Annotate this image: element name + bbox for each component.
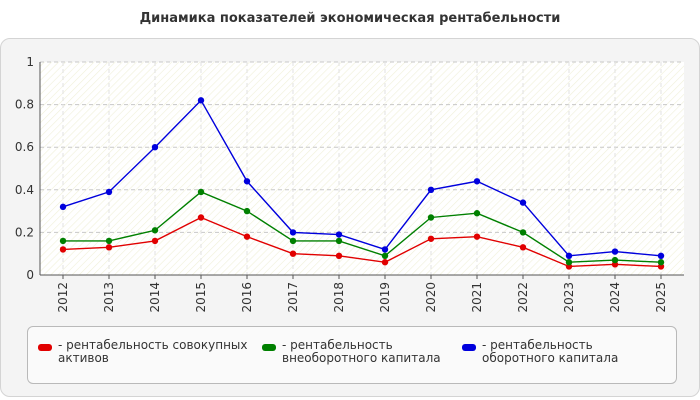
grid [40,61,684,275]
x-tick-label: 2017 [286,282,300,313]
data-point [335,252,343,260]
series-line [62,99,662,257]
data-point [473,233,481,240]
data-point [197,97,205,104]
data-point [105,237,113,245]
legend-swatch-working-capital [462,344,476,351]
legend-swatch-total-assets [38,344,52,351]
x-tick-label: 2016 [240,282,254,313]
data-point [289,250,297,257]
legend-label-noncurrent-capital: - рентабельность внеоборотного капитала [282,338,441,365]
tick-labels: 0 0.2 0.4 0.6 0.8 1 2012 2013 2014 2015 2016 2017 20… [15,55,668,313]
data-point [381,259,389,266]
data-point [427,214,435,221]
data-point [289,229,297,236]
data-point [657,252,665,260]
data-point [243,233,251,240]
series-layer [59,97,665,270]
data-point [657,259,665,266]
series-line [62,216,662,268]
series-0 [59,214,665,270]
data-point [473,178,481,185]
y-tick-label: 0.2 [15,225,34,239]
data-point [289,237,297,245]
chart-title: Динамика показателей экономическая рента… [139,11,561,26]
series-2 [59,97,665,260]
data-point [335,237,343,245]
x-tick-label: 2012 [56,282,70,313]
data-point [151,227,159,234]
y-tick-label: 1 [26,55,34,69]
x-tick-label: 2013 [102,282,116,313]
data-point [519,244,527,251]
legend-item-working-capital[interactable]: - рентабельность оборотного капитала [462,339,667,365]
data-point [381,246,389,253]
plot-hatch [40,62,684,275]
data-point [197,188,205,196]
data-point [611,256,619,264]
data-point [335,231,343,238]
data-point [59,246,67,253]
data-point [565,259,573,266]
y-tick-label: 0.6 [15,140,34,154]
y-tick-label: 0.4 [15,183,34,197]
series-line [63,191,662,263]
x-tick-label: 2015 [194,282,208,313]
data-point [519,199,527,206]
x-tick-label: 2014 [148,282,162,313]
data-point [151,237,159,245]
data-point [427,186,435,193]
data-point [243,178,251,185]
data-point [381,252,389,260]
y-tick-label: 0.8 [15,98,34,112]
x-tick-label: 2021 [470,282,484,313]
x-tick-label: 2022 [516,282,530,313]
series-1 [59,188,665,266]
legend: - рентабельность совокупных активов - ре… [27,326,677,384]
axes [39,62,684,279]
legend-swatch-noncurrent-capital [262,344,276,351]
data-point [427,235,435,242]
x-tick-label: 2018 [332,282,346,313]
data-point [59,203,67,211]
legend-item-total-assets[interactable]: - рентабельность совокупных активов [38,339,258,365]
x-tick-label: 2023 [562,282,576,313]
data-point [105,244,113,251]
x-tick-label: 2019 [378,282,392,313]
data-point [105,188,113,196]
x-tick-label: 2020 [424,282,438,313]
legend-item-noncurrent-capital[interactable]: - рентабельность внеоборотного капитала [262,339,462,365]
legend-label-total-assets: - рентабельность совокупных активов [58,338,248,365]
x-tick-label: 2024 [608,282,622,313]
data-point [565,252,573,260]
y-tick-label: 0 [26,268,34,282]
data-point [473,210,481,217]
data-point [611,248,619,255]
data-point [197,214,205,221]
data-point [243,207,251,215]
legend-label-working-capital: - рентабельность оборотного капитала [482,338,619,365]
data-point [151,144,159,151]
data-point [59,237,67,245]
data-point [519,229,527,236]
x-tick-label: 2025 [654,282,668,313]
